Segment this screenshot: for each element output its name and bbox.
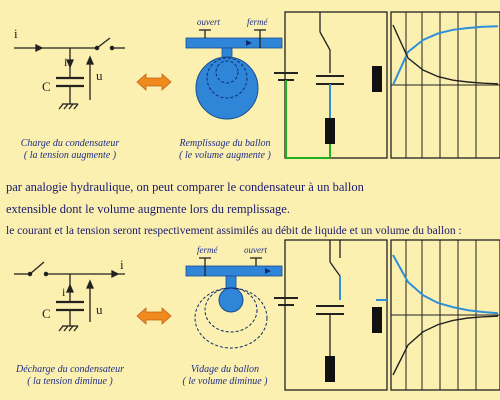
- emptying-caption-line2: ( le volume diminue ): [182, 376, 268, 387]
- double-arrow-icon-bottom: [136, 307, 172, 325]
- valve-left-label-bottom: fermé: [197, 245, 218, 255]
- balloon-filling: [185, 29, 283, 120]
- charge-caption-line1: Charge du condensateur: [20, 138, 120, 149]
- paragraph-line-2: extensible dont le volume augmente lors …: [6, 202, 290, 216]
- branch-current-label: i: [64, 55, 68, 69]
- balloon-emptying: [185, 257, 283, 349]
- charge-caption-line2: ( la tension augmente ): [23, 150, 117, 161]
- filling-caption-line2: ( le volume augmente ): [179, 150, 271, 161]
- double-arrow-icon: [136, 73, 172, 91]
- valve-right-label-bottom: ouvert: [244, 245, 267, 255]
- emptying-caption: Vidage du ballon ( le volume diminue ): [170, 364, 280, 388]
- capacitor-label: C: [42, 79, 51, 94]
- discharge-capacitor-label: C: [42, 306, 51, 321]
- current-curve: [392, 24, 499, 85]
- filling-caption-line1: Remplissage du ballon: [179, 138, 271, 149]
- current-label: i: [14, 26, 18, 41]
- paragraph-line-3: le courant et la tension seront respecti…: [6, 225, 462, 237]
- charge-caption: Charge du condensateur ( la tension augm…: [10, 138, 130, 162]
- discharge-voltage-curve: [392, 254, 499, 315]
- charge-plot: [390, 11, 500, 159]
- valve-right-label: fermé: [247, 17, 268, 27]
- paragraph-line-1: par analogie hydraulique, on peut compar…: [6, 180, 364, 194]
- filling-caption: Remplissage du ballon ( le volume augmen…: [170, 138, 280, 162]
- discharge-branch-current-label: i: [62, 285, 66, 299]
- discharge-schematic: [274, 239, 388, 391]
- discharge-current-curve: [392, 315, 499, 376]
- voltage-label: u: [96, 68, 103, 83]
- discharge-voltage-label: u: [96, 302, 103, 317]
- voltage-curve: [392, 25, 499, 86]
- discharge-caption-line1: Décharge du condensateur: [16, 364, 124, 375]
- discharge-caption-line2: ( la tension diminue ): [27, 376, 113, 387]
- discharge-caption: Décharge du condensateur ( la tension di…: [10, 364, 130, 388]
- valve-left-label: ouvert: [197, 17, 220, 27]
- charge-schematic: [274, 11, 388, 159]
- discharge-circuit: [14, 261, 125, 332]
- discharge-current-label: i: [120, 257, 124, 272]
- emptying-caption-line1: Vidage du ballon: [190, 364, 260, 375]
- discharge-plot: [390, 239, 500, 391]
- charge-circuit: [14, 37, 125, 110]
